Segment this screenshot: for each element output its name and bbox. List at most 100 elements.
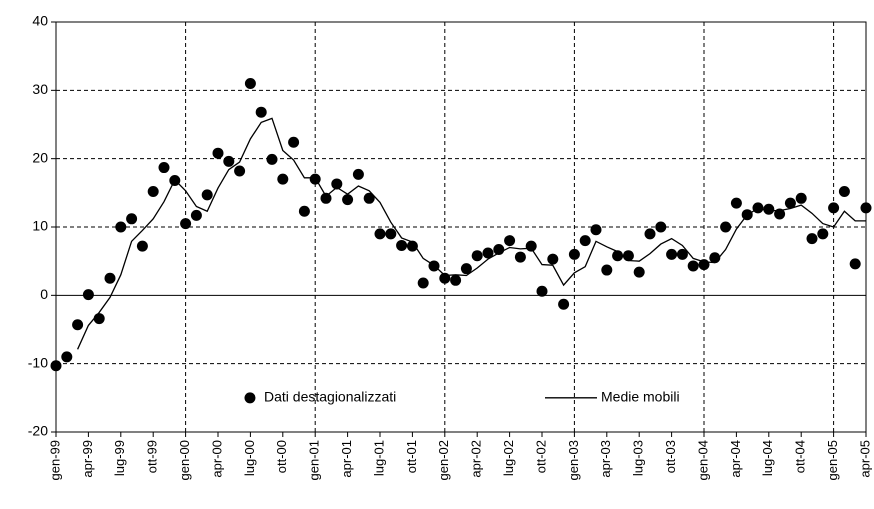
data-point — [136, 240, 148, 252]
data-point — [644, 228, 656, 240]
data-point — [331, 178, 343, 190]
data-point — [234, 165, 246, 177]
x-tick-label: ott-03 — [663, 440, 678, 473]
data-point — [774, 208, 786, 220]
data-point — [396, 239, 408, 251]
data-point — [417, 277, 429, 289]
data-point — [50, 360, 62, 372]
data-point — [687, 260, 699, 272]
data-point — [568, 248, 580, 260]
data-point — [342, 194, 354, 206]
data-point — [201, 189, 213, 201]
data-point — [547, 253, 559, 265]
data-point — [82, 289, 94, 301]
data-point — [385, 228, 397, 240]
data-point — [363, 192, 375, 204]
data-point — [504, 235, 516, 247]
data-point — [622, 250, 634, 262]
x-tick-label: ott-99 — [145, 440, 160, 473]
y-tick-label: -20 — [28, 423, 48, 439]
data-point — [558, 298, 570, 310]
data-point — [320, 192, 332, 204]
y-tick-label: 20 — [32, 149, 48, 165]
data-point — [655, 221, 667, 233]
data-point — [439, 272, 451, 284]
data-point — [525, 240, 537, 252]
x-tick-label: apr-03 — [598, 440, 613, 478]
data-point — [147, 185, 159, 197]
x-tick-label: gen-99 — [47, 440, 62, 480]
data-point — [633, 266, 645, 278]
data-point — [579, 235, 591, 247]
data-point — [309, 173, 321, 185]
data-point — [72, 319, 84, 331]
y-tick-label: 10 — [32, 218, 48, 234]
data-point — [298, 205, 310, 217]
x-tick-label: apr-02 — [469, 440, 484, 478]
data-point — [61, 351, 73, 363]
x-tick-label: lug-99 — [112, 440, 127, 476]
data-point — [828, 202, 840, 214]
data-point — [190, 209, 202, 221]
data-point — [590, 224, 602, 236]
data-point — [482, 247, 494, 259]
x-tick-label: apr-04 — [728, 440, 743, 478]
data-point — [104, 272, 116, 284]
x-tick-label: gen-04 — [695, 440, 710, 480]
x-tick-label: lug-01 — [371, 440, 386, 476]
data-point — [288, 136, 300, 148]
x-tick-label: gen-03 — [566, 440, 581, 480]
x-tick-label: ott-00 — [274, 440, 289, 473]
data-point — [266, 153, 278, 165]
legend-marker — [244, 392, 256, 404]
data-point — [115, 221, 127, 233]
data-point — [180, 218, 192, 230]
data-point — [730, 197, 742, 209]
data-point — [784, 197, 796, 209]
legend-label: Dati destagionalizzati — [264, 389, 396, 405]
x-tick-label: lug-02 — [501, 440, 516, 476]
data-point — [536, 285, 548, 297]
data-point — [514, 251, 526, 263]
data-point — [860, 202, 872, 214]
moving-average-line — [77, 117, 866, 350]
x-tick-label: lug-00 — [242, 440, 257, 476]
x-tick-label: gen-02 — [436, 440, 451, 480]
x-tick-label: ott-04 — [793, 440, 808, 473]
data-point — [255, 106, 267, 118]
data-point — [817, 228, 829, 240]
data-point — [763, 203, 775, 215]
data-point — [93, 313, 105, 325]
y-tick-label: 40 — [32, 13, 48, 29]
x-tick-label: apr-01 — [339, 440, 354, 478]
data-point — [223, 155, 235, 167]
data-point — [838, 185, 850, 197]
x-tick-label: apr-00 — [209, 440, 224, 478]
y-tick-label: -10 — [28, 354, 48, 370]
data-point — [806, 233, 818, 245]
data-point — [126, 213, 138, 225]
x-tick-label: lug-03 — [631, 440, 646, 476]
data-point — [666, 248, 678, 260]
data-point — [244, 78, 256, 89]
data-point — [406, 240, 418, 252]
data-point — [374, 228, 386, 240]
data-point — [450, 274, 462, 286]
data-point — [460, 263, 472, 275]
x-tick-label: ott-01 — [404, 440, 419, 473]
data-point — [612, 250, 624, 262]
data-point — [277, 173, 289, 185]
x-tick-label: gen-01 — [307, 440, 322, 480]
data-point — [795, 192, 807, 204]
x-tick-label: lug-04 — [760, 440, 775, 476]
y-tick-label: 30 — [32, 81, 48, 97]
y-tick-label: 0 — [40, 286, 48, 302]
data-point — [158, 162, 170, 174]
x-tick-label: apr-05 — [857, 440, 872, 478]
x-tick-label: ott-02 — [533, 440, 548, 473]
x-tick-label: gen-05 — [825, 440, 840, 480]
x-tick-label: gen-00 — [177, 440, 192, 480]
plot-frame — [55, 21, 867, 433]
data-point — [601, 264, 613, 276]
